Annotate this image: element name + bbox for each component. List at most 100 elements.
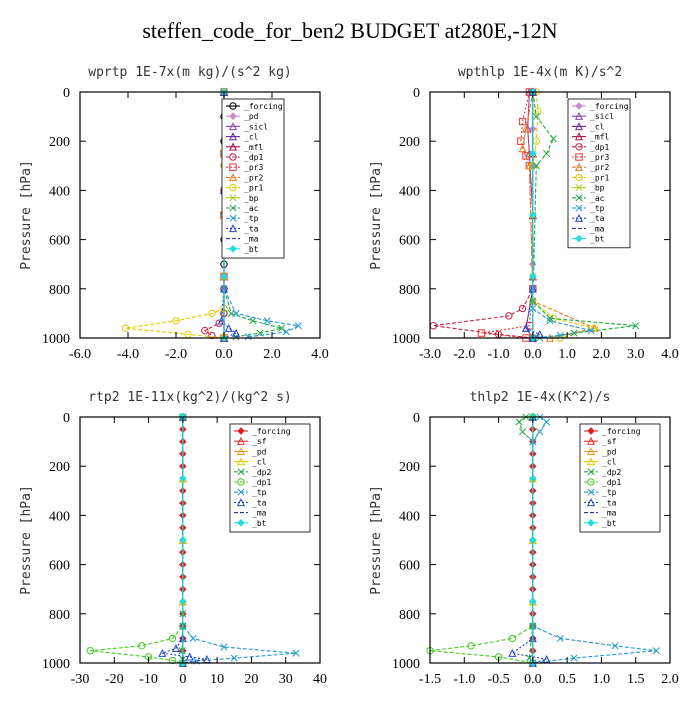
plot-frame <box>429 91 671 339</box>
legend-marker <box>236 447 246 456</box>
data-point <box>529 149 537 158</box>
legend-label: _forcing <box>252 427 291 436</box>
y-tick-label: 200 <box>49 460 70 475</box>
legend: _forcing_sf_pd _cl_dp2_dp1_tp_ta _ma_bt <box>229 423 311 533</box>
chart-svg: wpthlp 1E-4x(m K)/s^2 Pressure [hPa] 0 200 4… <box>369 65 679 362</box>
plot-frame <box>429 416 671 664</box>
legend-marker <box>587 519 595 527</box>
y-axis-label: Pressure [hPa] <box>19 160 34 270</box>
legend-label: _ac <box>590 194 605 203</box>
legend-label: _cl <box>590 122 605 131</box>
y-tick-label: 0 <box>413 86 420 101</box>
series-line-ta <box>221 92 238 339</box>
legend-label: _bt <box>244 245 259 254</box>
legend-marker <box>575 194 583 202</box>
legend-label: _ma <box>252 509 267 518</box>
data-point <box>217 316 226 325</box>
y-axis-label: Pressure [hPa] <box>369 485 384 595</box>
y-tick-label: 0 <box>63 411 70 426</box>
legend-marker <box>228 173 238 182</box>
data-point <box>263 317 271 325</box>
legend-marker <box>229 194 237 202</box>
plot-frame <box>79 416 321 664</box>
legend-marker <box>229 183 237 192</box>
legend: _forcing_sicl_cl_mfl_dp1_pr3_pr2_pr1_bp_… <box>567 98 631 249</box>
data-point <box>518 117 527 126</box>
x-tick-label: 4.0 <box>661 347 679 362</box>
data-point <box>508 648 517 657</box>
x-tick-label: 40 <box>313 672 327 687</box>
x-tick-label: 20 <box>244 672 258 687</box>
x-tick-label: 10 <box>210 672 224 687</box>
data-point <box>515 418 523 426</box>
data-point <box>208 331 216 340</box>
y-axis-label: Pressure [hPa] <box>369 160 384 270</box>
x-tick-label: 30 <box>279 672 293 687</box>
y-tick-label: 1000 <box>42 657 70 672</box>
series-line-ac <box>532 91 636 339</box>
y-tick-label: 1000 <box>392 332 420 347</box>
panel-title: thlp2 1E-4x(K^2)/s <box>470 390 611 405</box>
chart-panel-rtp2: rtp2 1E-11x(kg^2)/(kg^2 s) Pressure [hPa]… <box>0 375 350 705</box>
legend-label: _cl <box>602 458 617 467</box>
data-point <box>172 317 180 325</box>
data-point <box>179 536 187 544</box>
legend-label: _cl <box>244 133 259 142</box>
data-point <box>138 642 146 650</box>
legend-marker <box>236 436 246 445</box>
data-point <box>522 152 530 160</box>
x-tick-label: -2.0 <box>165 347 187 362</box>
legend-label: _ta <box>252 498 267 507</box>
data-point <box>168 634 177 643</box>
legend-label: _pr1 <box>244 184 263 193</box>
legend-label: _tp <box>252 488 267 497</box>
y-tick-label: 400 <box>399 184 420 199</box>
y-tick-label: 0 <box>413 411 420 426</box>
legend-marker <box>229 112 237 120</box>
legend-label: _ta <box>244 224 259 233</box>
legend: _forcing_pd_sicl_cl_mfl_dp1_pr3_pr2_pr1_… <box>221 98 285 259</box>
legend-label: _forcing <box>244 102 283 111</box>
legend-label: _tp <box>602 488 617 497</box>
data-point <box>282 328 290 336</box>
legend-label: _pr3 <box>244 163 263 172</box>
y-tick-label: 200 <box>399 135 420 150</box>
data-point <box>201 326 209 335</box>
legend-marker <box>574 111 584 120</box>
data-point <box>535 329 544 339</box>
data-point <box>505 312 513 320</box>
x-tick-label: -0.5 <box>487 672 509 687</box>
data-point <box>518 304 527 313</box>
legend-marker <box>587 488 595 496</box>
y-tick-label: 200 <box>399 460 420 475</box>
data-point <box>632 322 640 330</box>
legend-label: _ac <box>244 204 259 213</box>
data-point <box>549 135 557 143</box>
chart-panel-wpthlp: wpthlp 1E-4x(m K)/s^2 Pressure [hPa] 0 200 4… <box>350 50 700 380</box>
legend-marker <box>237 427 245 435</box>
data-point <box>519 428 527 436</box>
legend-label: _mfl <box>244 143 263 152</box>
chart-svg: wprtp 1E-7x(m kg)/(s^2 kg) Pressure [hPa]… <box>19 65 329 362</box>
legend-label: _pr2 <box>590 163 609 172</box>
y-tick-label: 600 <box>49 234 70 249</box>
x-tick-label: -1.0 <box>487 347 509 362</box>
y-tick-label: 800 <box>399 283 420 298</box>
data-point <box>546 317 554 325</box>
x-tick-label: 1.0 <box>558 347 576 362</box>
y-axis-label: Pressure [hPa] <box>19 485 34 595</box>
data-point <box>587 327 595 335</box>
y-tick-label: 0 <box>63 86 70 101</box>
data-point <box>529 597 537 606</box>
legend-marker <box>236 498 246 507</box>
data-point <box>278 324 286 332</box>
y-tick-label: 600 <box>399 234 420 249</box>
data-point <box>231 328 241 337</box>
x-tick-label: -3.0 <box>419 347 441 362</box>
data-point <box>521 323 531 332</box>
x-tick-label: 1.0 <box>593 672 611 687</box>
legend-marker <box>575 234 583 243</box>
data-point <box>185 652 194 661</box>
legend-label: _bt <box>602 519 617 528</box>
legend-marker <box>574 213 584 222</box>
